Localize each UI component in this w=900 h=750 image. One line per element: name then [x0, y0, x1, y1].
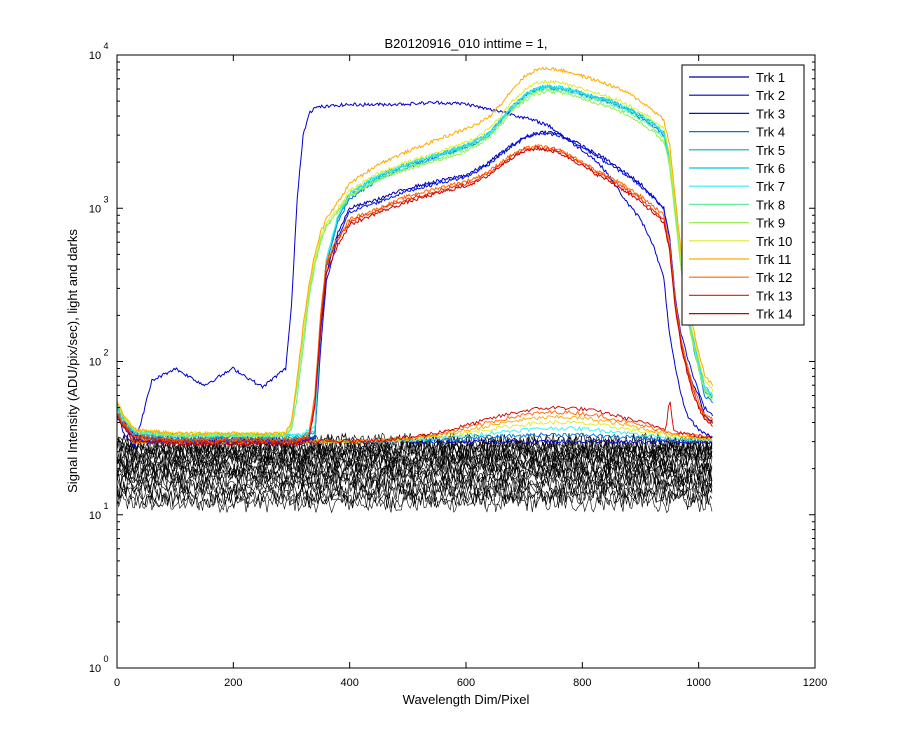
y-tick-exponent: 3 — [103, 194, 108, 204]
legend-label: Trk 2 — [756, 88, 785, 103]
x-tick-label: 600 — [457, 677, 475, 689]
dark-trace — [117, 474, 713, 495]
y-tick-exponent: 0 — [103, 654, 108, 664]
legend-label: Trk 5 — [756, 143, 785, 158]
dark-trace — [117, 447, 713, 468]
legend-label: Trk 1 — [756, 70, 785, 85]
legend-label: Trk 3 — [756, 106, 785, 121]
y-tick-label: 10 — [89, 50, 101, 62]
legend-label: Trk 9 — [756, 216, 785, 231]
dark-trace — [117, 433, 713, 454]
legend-box — [681, 64, 805, 326]
y-tick-label: 10 — [89, 357, 101, 369]
y-tick-label: 10 — [89, 203, 101, 215]
x-tick-label: 200 — [224, 677, 242, 689]
series-line-trk-11 — [117, 66, 714, 437]
x-tick-label: 1200 — [803, 677, 827, 689]
legend-label: Trk 12 — [756, 270, 792, 285]
x-axis-label: Wavelength Dim/Pixel — [403, 692, 530, 707]
y-tick-label: 10 — [89, 510, 101, 522]
legend-label: Trk 10 — [756, 234, 792, 249]
series-layer — [117, 66, 714, 514]
legend-label: Trk 14 — [756, 307, 792, 322]
legend-label: Trk 13 — [756, 288, 792, 303]
y-tick-label: 10 — [89, 663, 101, 675]
y-tick-exponent: 1 — [103, 501, 108, 511]
series-line-trk-1 — [117, 129, 714, 443]
series-line-trk-9 — [117, 88, 713, 438]
series-line-trk-14 — [117, 146, 713, 447]
chart-title: B20120916_010 inttime = 1, — [385, 36, 548, 51]
dark-trace — [117, 477, 713, 498]
x-tick-label: 400 — [340, 677, 358, 689]
legend-items: Trk 1 Trk 2 Trk 3 Trk 4 Trk 5 Trk 6 Trk 7 Trk 8… — [689, 70, 792, 322]
series-line-trk-13 — [117, 144, 713, 445]
legend: Trk 1 Trk 2 Trk 3 Trk 4 Trk 5 Trk 6 Trk 7 Trk 8… — [681, 64, 805, 326]
x-axis: 0 200 400 600 800 1000 1200 — [114, 55, 827, 689]
legend-label: Trk 8 — [756, 197, 785, 212]
y-axis-label: Signal Intensity (ADU/pix/sec), light an… — [65, 229, 80, 493]
x-tick-label: 0 — [114, 677, 120, 689]
y-tick-exponent: 4 — [103, 41, 108, 51]
series-line-trk-10 — [117, 79, 714, 436]
dark-trace — [117, 435, 713, 457]
legend-label: Trk 6 — [756, 161, 785, 176]
legend-label: Trk 11 — [756, 252, 791, 267]
y-tick-exponent: 2 — [103, 348, 108, 358]
legend-label: Trk 7 — [756, 179, 785, 194]
x-tick-label: 800 — [573, 677, 591, 689]
dark-trace — [117, 443, 713, 464]
legend-label: Trk 4 — [756, 125, 785, 140]
x-tick-label: 1000 — [686, 677, 710, 689]
